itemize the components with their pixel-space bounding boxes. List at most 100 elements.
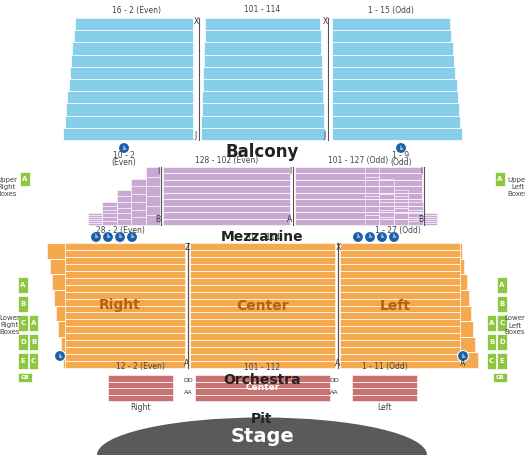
Text: A: A — [287, 216, 292, 224]
Bar — [18, 296, 28, 312]
Text: B: B — [489, 339, 494, 345]
Text: 1 - 9: 1 - 9 — [393, 151, 410, 160]
Text: B: B — [499, 301, 505, 307]
Bar — [203, 79, 322, 91]
Bar — [332, 18, 450, 30]
Text: D: D — [20, 339, 26, 345]
Text: I: I — [420, 167, 422, 177]
Bar — [487, 315, 496, 331]
Text: Balcony: Balcony — [225, 143, 299, 161]
Bar — [145, 167, 160, 225]
Bar — [102, 202, 117, 225]
Text: ♿: ♿ — [93, 234, 99, 239]
Bar — [295, 167, 422, 225]
Text: GB: GB — [20, 375, 29, 380]
Bar — [332, 79, 457, 91]
Text: Pit: Pit — [251, 412, 273, 426]
Bar — [56, 305, 65, 321]
Circle shape — [114, 232, 125, 243]
Text: A: A — [22, 176, 28, 182]
Bar — [63, 352, 65, 368]
Text: 101 - 114: 101 - 114 — [244, 233, 280, 243]
Text: ♿: ♿ — [355, 234, 361, 239]
Bar — [460, 305, 471, 321]
Text: E: E — [500, 358, 505, 364]
Bar — [58, 321, 65, 337]
Bar — [460, 274, 467, 290]
Bar — [67, 91, 193, 103]
Bar — [352, 375, 417, 401]
Bar — [204, 55, 321, 67]
Text: I: I — [157, 167, 159, 177]
Text: (Even): (Even) — [112, 157, 136, 167]
Text: Z: Z — [184, 243, 190, 253]
Bar — [29, 334, 38, 350]
Text: Right: Right — [99, 298, 141, 313]
Bar — [460, 290, 469, 305]
Bar — [487, 353, 496, 369]
Bar — [495, 172, 505, 186]
Bar — [74, 30, 193, 42]
Bar — [460, 321, 473, 337]
Bar — [497, 296, 507, 312]
Text: 28 - 2 (Even): 28 - 2 (Even) — [96, 227, 144, 236]
Text: A: A — [497, 176, 503, 182]
Bar — [65, 243, 185, 368]
Text: I: I — [289, 167, 291, 177]
Bar — [52, 274, 65, 290]
Bar — [487, 334, 496, 350]
Text: Stage: Stage — [230, 428, 294, 446]
Bar — [20, 172, 30, 186]
Text: ♿: ♿ — [105, 234, 111, 239]
Text: A: A — [489, 320, 494, 326]
Bar — [204, 42, 321, 55]
Bar — [332, 67, 455, 79]
Text: C: C — [489, 358, 494, 364]
Text: ♿: ♿ — [391, 234, 397, 239]
Bar — [29, 315, 38, 331]
Bar — [460, 258, 465, 274]
Bar — [68, 79, 193, 91]
Text: Lower
Right
Boxes: Lower Right Boxes — [0, 315, 20, 335]
Circle shape — [352, 232, 363, 243]
Bar — [18, 315, 28, 331]
Text: C: C — [31, 358, 36, 364]
Circle shape — [457, 350, 468, 362]
Text: ♿: ♿ — [57, 354, 63, 359]
Circle shape — [376, 232, 387, 243]
Text: DD: DD — [183, 379, 193, 384]
Text: 1 - 11 (Odd): 1 - 11 (Odd) — [362, 363, 407, 371]
Text: ♿: ♿ — [121, 146, 127, 151]
Text: 10 - 2: 10 - 2 — [113, 151, 135, 160]
Text: Center: Center — [245, 384, 280, 393]
Circle shape — [102, 232, 113, 243]
Circle shape — [388, 232, 400, 243]
Bar — [18, 373, 32, 382]
Bar — [460, 352, 478, 368]
Text: Upper
Left
Boxes: Upper Left Boxes — [508, 177, 525, 197]
Bar — [201, 128, 324, 140]
Bar — [88, 213, 102, 225]
Bar — [71, 55, 193, 67]
Bar — [190, 243, 335, 368]
Text: C: C — [499, 320, 505, 326]
Bar — [195, 375, 330, 401]
Bar — [332, 128, 461, 140]
Bar — [29, 353, 38, 369]
Text: Left: Left — [380, 298, 411, 313]
Bar — [332, 103, 459, 116]
Text: 128 - 102 (Even): 128 - 102 (Even) — [195, 156, 258, 165]
Text: A: A — [499, 282, 505, 288]
Bar — [340, 243, 460, 368]
Bar — [163, 167, 290, 225]
Bar — [18, 277, 28, 293]
Text: A: A — [460, 359, 466, 368]
Text: DD: DD — [329, 379, 339, 384]
Text: B: B — [20, 301, 26, 307]
Bar — [493, 373, 507, 382]
Text: AA: AA — [184, 390, 192, 395]
Bar — [131, 179, 145, 225]
Bar — [497, 353, 507, 369]
Text: 12 - 2 (Even): 12 - 2 (Even) — [116, 363, 165, 371]
Bar — [332, 116, 460, 128]
